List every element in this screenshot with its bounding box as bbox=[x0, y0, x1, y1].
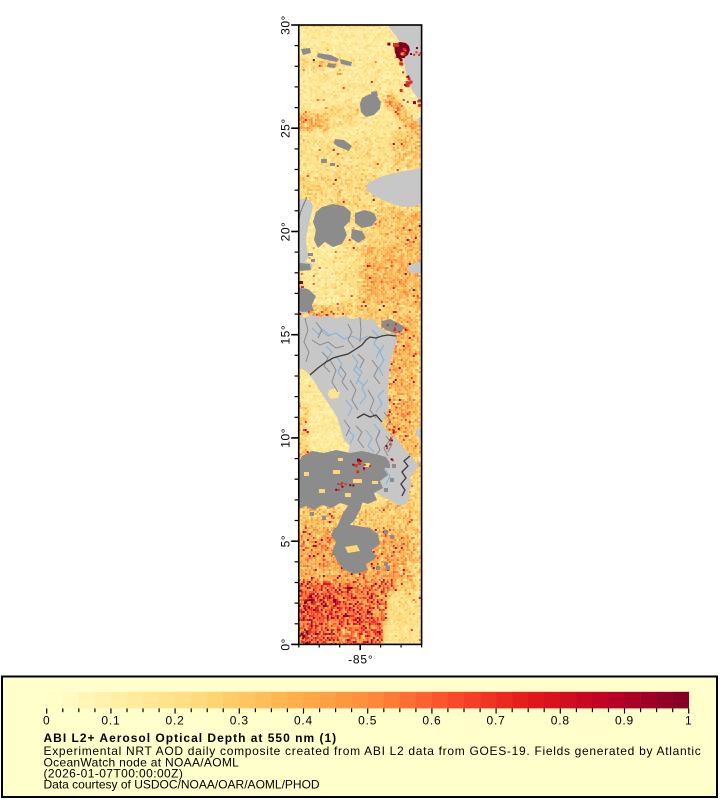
svg-text:0.7: 0.7 bbox=[487, 713, 506, 727]
svg-text:25°: 25° bbox=[279, 118, 293, 138]
svg-text:5°: 5° bbox=[279, 535, 293, 547]
svg-text:15°: 15° bbox=[279, 325, 293, 345]
svg-text:0.2: 0.2 bbox=[166, 713, 185, 727]
svg-text:0°: 0° bbox=[279, 638, 293, 650]
svg-text:0.3: 0.3 bbox=[230, 713, 249, 727]
svg-text:10°: 10° bbox=[279, 428, 293, 448]
svg-text:20°: 20° bbox=[279, 222, 293, 242]
svg-text:0.6: 0.6 bbox=[422, 713, 441, 727]
svg-text:0.4: 0.4 bbox=[294, 713, 313, 727]
svg-text:ABI L2+ Aerosol Optical Depth: ABI L2+ Aerosol Optical Depth at 550 nm … bbox=[44, 731, 338, 745]
svg-text:OceanWatch node at NOAA/AOML: OceanWatch node at NOAA/AOML bbox=[44, 755, 240, 769]
svg-text:-85°: -85° bbox=[348, 652, 373, 666]
svg-text:0.5: 0.5 bbox=[358, 713, 377, 727]
svg-text:(2026-01-07T00:00:00Z): (2026-01-07T00:00:00Z) bbox=[44, 766, 184, 780]
svg-text:0.9: 0.9 bbox=[615, 713, 634, 727]
svg-text:0: 0 bbox=[43, 713, 50, 727]
svg-text:0.1: 0.1 bbox=[101, 713, 120, 727]
svg-text:Data courtesy of USDOC/NOAA/OA: Data courtesy of USDOC/NOAA/OAR/AOML/PHO… bbox=[44, 777, 320, 791]
svg-text:30°: 30° bbox=[279, 15, 293, 35]
svg-text:Experimental NRT AOD daily com: Experimental NRT AOD daily composite cre… bbox=[44, 744, 702, 758]
svg-text:0.8: 0.8 bbox=[551, 713, 570, 727]
svg-text:1: 1 bbox=[685, 713, 692, 727]
